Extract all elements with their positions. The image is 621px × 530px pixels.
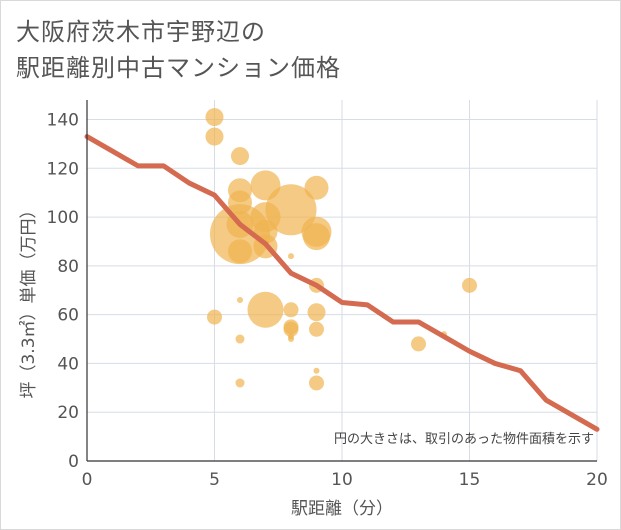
bubble-point	[283, 321, 299, 337]
bubble-point	[207, 309, 222, 325]
size-legend-note: 円の大きさは、取引のあった物件面積を示す	[334, 432, 594, 447]
y-tick-label: 0	[68, 452, 79, 472]
chart-title-line-2: 駅距離別中古マンション価格	[16, 54, 341, 82]
y-tick-label: 140	[47, 111, 79, 131]
trend-line-series	[84, 134, 600, 432]
x-axis-title: 駅距離（分）	[291, 499, 393, 519]
bubble-point	[265, 184, 317, 236]
bubble-point	[462, 277, 477, 293]
x-tick-label: 10	[331, 470, 353, 490]
bubble-point	[247, 291, 284, 328]
bubble-point	[288, 336, 294, 343]
bubble-point	[304, 175, 329, 200]
x-tick-labels: 0 5 10 15 20	[82, 470, 608, 490]
bubble-point	[411, 336, 426, 352]
y-tick-label: 80	[57, 257, 79, 277]
bubble-point	[205, 108, 224, 127]
x-tick-label: 0	[82, 470, 93, 490]
bubble-point	[231, 147, 249, 166]
chart-title: 大阪府茨木市宇野辺の 駅距離別中古マンション価格	[16, 14, 341, 86]
trend-line	[84, 134, 600, 432]
bubble-point	[237, 297, 243, 304]
bubble-point	[235, 334, 245, 344]
bubble-point	[235, 378, 245, 388]
bubble-series	[205, 108, 477, 391]
y-tick-label: 40	[57, 354, 79, 374]
y-tick-label: 120	[47, 159, 79, 179]
x-tick-label: 20	[586, 470, 608, 490]
bubble-point	[309, 375, 324, 391]
x-tick-label: 15	[459, 470, 481, 490]
bubble-point	[313, 367, 320, 374]
y-tick-label: 20	[57, 403, 79, 423]
y-tick-labels: 0 20 40 60 80 100 120 140	[47, 111, 79, 472]
bubble-point	[205, 127, 224, 146]
y-tick-label: 60	[57, 306, 79, 326]
bubble-point	[309, 321, 324, 337]
bubble-point	[283, 302, 299, 318]
x-tick-label: 5	[209, 470, 220, 490]
grid-lines	[87, 100, 598, 461]
bubble-point	[303, 223, 330, 251]
bubble-point	[228, 239, 252, 264]
bubble-point	[288, 253, 294, 260]
axes	[86, 100, 597, 462]
y-axis-title: 坪（3.3㎡）単価（万円）	[19, 201, 39, 398]
chart-title-line-1: 大阪府茨木市宇野辺の	[16, 18, 266, 46]
y-tick-label: 100	[47, 208, 79, 228]
bubble-point	[307, 303, 326, 322]
